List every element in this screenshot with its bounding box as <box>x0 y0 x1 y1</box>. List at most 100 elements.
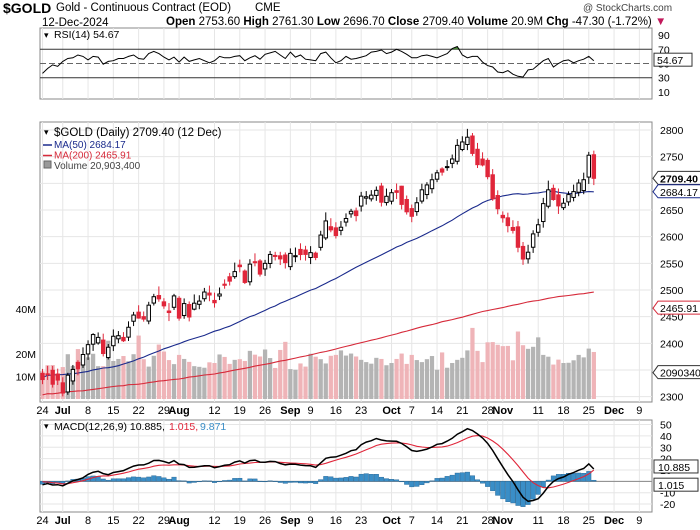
candle-body <box>101 339 106 355</box>
volume-bar <box>90 353 96 399</box>
date-label: Aug <box>168 405 189 417</box>
price-title: $GOLD (Daily) 2709.40 (12 Dec) <box>54 127 222 139</box>
candle-body <box>515 226 521 248</box>
candle-body <box>470 135 475 154</box>
macd-histogram-bar <box>424 481 430 484</box>
volume-bar <box>262 349 268 399</box>
macd-histogram-bar <box>373 474 379 482</box>
volume-bar <box>399 353 404 399</box>
candle-body <box>434 172 440 180</box>
rsi-title: RSI(14) 54.67 <box>54 29 120 41</box>
down-arrow-icon: ▼ <box>654 16 667 28</box>
volume-bar <box>419 362 424 399</box>
volume-bar <box>101 366 106 399</box>
macd-histogram-bar <box>131 476 137 482</box>
volume-bar <box>308 353 313 399</box>
candle-body <box>121 336 126 342</box>
macd-histogram-bar <box>469 475 475 482</box>
candle-body <box>136 311 141 319</box>
macd-tick-label: -20 <box>660 499 675 511</box>
date-label: 28 <box>481 405 493 417</box>
candle-body <box>384 195 389 204</box>
candle-body <box>530 233 536 248</box>
candle-body <box>313 252 318 258</box>
volume-bar <box>546 356 551 399</box>
date-label: 19 <box>234 405 246 417</box>
volume-bar <box>161 351 167 399</box>
volume-tick-label: 10M <box>16 372 36 384</box>
candle-body <box>55 373 60 381</box>
date-label: 25 <box>583 405 595 417</box>
candle-body <box>50 369 55 385</box>
legend-swatch <box>43 160 52 169</box>
volume-bar <box>424 359 430 399</box>
candle-body <box>171 295 177 308</box>
candle-body <box>166 310 172 314</box>
date-label-bottom: 12 <box>208 515 220 527</box>
macd-histogram-bar <box>242 480 248 482</box>
instrument-name: Gold - Continuous Contract (EOD) <box>56 2 232 14</box>
date-label: Oct <box>382 405 401 417</box>
candle-body <box>328 226 334 231</box>
macd-histogram-bar <box>181 480 187 482</box>
rsi-tick-label: 70 <box>658 44 670 56</box>
volume-bar <box>389 363 394 399</box>
macd-histogram-bar <box>485 481 491 487</box>
date-label: 23 <box>355 405 367 417</box>
macd-histogram-bar <box>65 480 71 482</box>
macd-tick-label: 50 <box>660 420 672 432</box>
candle-body <box>161 301 167 307</box>
macd-histogram-bar <box>429 480 435 482</box>
candle-body <box>60 382 65 394</box>
price-tick-label: 2300 <box>660 392 684 404</box>
price-legend-entry: Volume 20,903,400 <box>54 161 141 172</box>
macd-histogram-bar <box>115 478 121 482</box>
candle-body <box>546 189 551 207</box>
high-value: 2761.30 <box>272 16 314 28</box>
macd-histogram-bar <box>247 478 253 482</box>
macd-histogram-bar <box>105 479 111 482</box>
price-tick-label: 2650 <box>660 205 684 217</box>
candle-body <box>409 208 414 217</box>
macd-histogram-bar <box>282 481 288 484</box>
volume-bar <box>353 356 359 399</box>
date-label-bottom: 19 <box>234 515 246 527</box>
macd-histogram-bar <box>464 471 470 482</box>
volume-bar <box>242 360 247 399</box>
macd-histogram-bar <box>201 480 207 482</box>
ma50-line <box>42 190 594 379</box>
volume-bar <box>510 360 516 399</box>
candle-body <box>318 234 323 248</box>
volume-bar <box>439 352 445 399</box>
high-label: High <box>243 16 269 28</box>
macd-histogram-bar <box>505 481 511 502</box>
macd-value-tag <box>653 477 699 492</box>
close-label: Close <box>387 16 420 28</box>
volume-bar <box>131 354 136 399</box>
candle-body <box>131 314 136 322</box>
macd-histogram-bar <box>500 481 506 500</box>
candle-body <box>207 292 212 296</box>
macd-histogram-bar <box>535 481 541 495</box>
volume-bar <box>55 376 60 399</box>
volume-bar <box>273 367 278 399</box>
macd-value-tag-label: 1.015 <box>658 480 684 492</box>
volume-bar <box>343 355 349 399</box>
candle-body <box>379 185 384 203</box>
price-tick-label: 2400 <box>660 338 684 350</box>
date-label: Nov <box>492 405 514 417</box>
macd-histogram-bar <box>394 479 400 482</box>
date-label-bottom: 11 <box>532 515 543 527</box>
macd-histogram-bar <box>146 476 152 482</box>
price-tag-label: 2465.91 <box>660 303 698 315</box>
candle-body <box>525 251 531 260</box>
candle-body <box>212 299 217 304</box>
candle-body <box>399 185 404 205</box>
macd-histogram-bar <box>525 481 531 505</box>
macd-histogram-bar <box>308 481 314 484</box>
macd-legend-entry: 1.015, <box>169 421 198 433</box>
price-panel-frame <box>39 121 653 403</box>
candle-body <box>510 226 516 231</box>
candle-body <box>419 189 425 202</box>
volume-bar <box>450 363 455 399</box>
